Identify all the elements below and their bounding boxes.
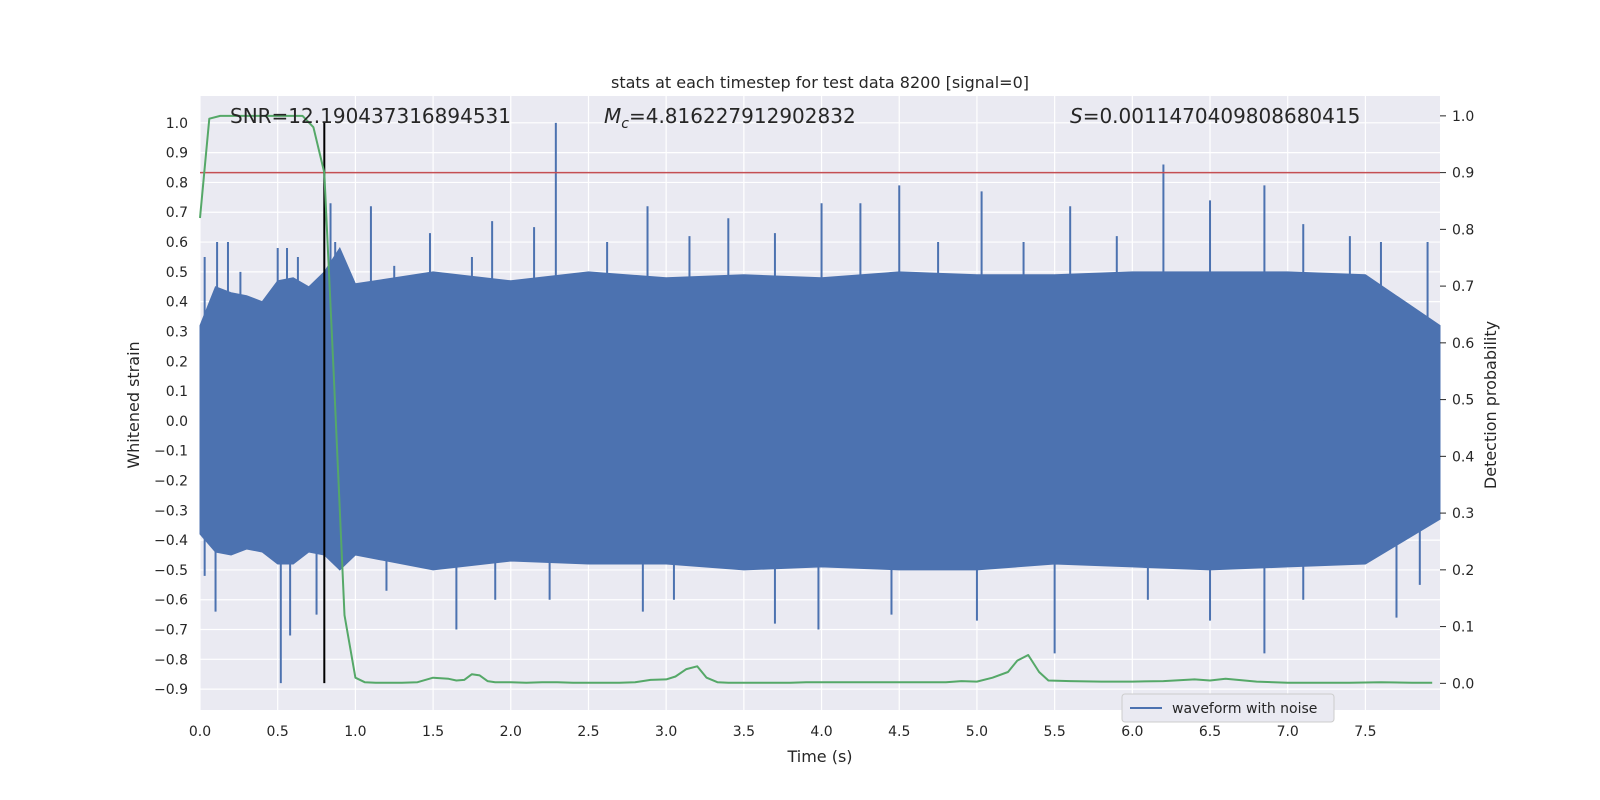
y-left-tick-label: 0.1 <box>166 384 188 400</box>
y-left-tick-label: 0.2 <box>166 354 188 370</box>
y-left-tick-label: 0.9 <box>166 146 188 162</box>
overlay-layer <box>200 122 1440 684</box>
legend-label-waveform: waveform with noise <box>1172 701 1317 717</box>
y-right-tick-label: 0.6 <box>1452 336 1474 352</box>
strain-series-layer <box>199 122 1441 684</box>
probability-line <box>199 114 1433 684</box>
y-right-axis-ticks: 1.0 0.9 0.8 0.7 0.6 0.5 0.4 0.3 0.2 0.1 0.0 <box>1440 109 1474 692</box>
y-left-tick-label: 0.4 <box>166 295 188 311</box>
y-left-tick-label: −0.4 <box>154 533 188 549</box>
x-tick-label: 2.5 <box>577 724 599 740</box>
y-right-tick-label: 0.8 <box>1452 222 1474 238</box>
y-left-tick-label: 0.8 <box>166 175 188 191</box>
x-tick-label: 3.0 <box>655 724 677 740</box>
y-left-tick-label: 0.3 <box>166 324 188 340</box>
y-left-tick-label: 0.6 <box>166 235 188 251</box>
x-tick-label: 5.5 <box>1044 724 1066 740</box>
y-left-tick-label: −0.5 <box>154 563 188 579</box>
x-tick-label: 4.0 <box>810 724 832 740</box>
x-axis-label: Time (s) <box>786 747 852 766</box>
y-left-tick-label: −0.3 <box>154 503 188 519</box>
x-tick-label: 4.5 <box>888 724 910 740</box>
chart-title: stats at each timestep for test data 820… <box>611 73 1029 92</box>
x-tick-label: 0.0 <box>189 724 211 740</box>
chirp-mass-annotation: Mc=4.816227912902832 <box>604 104 856 132</box>
y-right-tick-label: 1.0 <box>1452 109 1474 125</box>
y-left-tick-label: 0.7 <box>166 205 188 221</box>
y-right-tick-label: 0.5 <box>1452 393 1474 409</box>
y-right-tick-label: 0.9 <box>1452 166 1474 182</box>
legend: waveform with noise <box>1121 693 1335 723</box>
x-tick-label: 2.0 <box>500 724 522 740</box>
y-left-tick-label: 0.5 <box>166 265 188 281</box>
x-axis-ticks: 0.0 0.5 1.0 1.5 2.0 2.5 3.0 3.5 4.0 4.5 5.0 5.5 6.0 6… <box>189 724 1377 740</box>
y-left-tick-label: 1.0 <box>166 116 188 132</box>
y-right-tick-label: 0.0 <box>1452 676 1474 692</box>
snr-annotation: SNR=12.190437316894531 <box>230 104 511 128</box>
x-tick-label: 6.0 <box>1121 724 1143 740</box>
x-tick-label: 0.5 <box>267 724 289 740</box>
y-left-tick-label: −0.8 <box>154 652 188 668</box>
y-right-axis-label: Detection probability <box>1481 321 1500 489</box>
y-left-tick-label: −0.9 <box>154 682 188 698</box>
significance-value: =0.0011470409808680415 <box>1083 104 1361 128</box>
x-tick-label: 7.5 <box>1354 724 1376 740</box>
y-right-tick-label: 0.7 <box>1452 279 1474 295</box>
chirp-mass-subscript: c <box>621 116 629 132</box>
y-left-axis-ticks: 1.0 0.9 0.8 0.7 0.6 0.5 0.4 0.3 0.2 0.1 0.0 −0.1 −0.… <box>154 116 188 698</box>
y-left-tick-label: −0.6 <box>154 593 188 609</box>
y-right-tick-label: 0.4 <box>1452 449 1474 465</box>
chirp-mass-symbol: M <box>604 104 621 128</box>
legend-box <box>1121 693 1335 723</box>
x-tick-label: 5.0 <box>966 724 988 740</box>
x-tick-label: 1.0 <box>344 724 366 740</box>
y-left-tick-label: −0.2 <box>154 473 188 489</box>
y-left-tick-label: 0.0 <box>166 414 188 430</box>
x-tick-label: 7.0 <box>1277 724 1299 740</box>
y-right-tick-label: 0.2 <box>1452 563 1474 579</box>
y-right-tick-label: 0.1 <box>1452 620 1474 636</box>
y-left-tick-label: −0.7 <box>154 623 188 639</box>
x-tick-label: 3.5 <box>733 724 755 740</box>
x-tick-label: 1.5 <box>422 724 444 740</box>
y-left-tick-label: −0.1 <box>154 444 188 460</box>
y-left-axis-label: Whitened strain <box>124 341 143 468</box>
y-right-tick-label: 0.3 <box>1452 506 1474 522</box>
probability-series-layer <box>199 114 1433 684</box>
significance-symbol: S <box>1070 104 1083 128</box>
significance-annotation: S=0.0011470409808680415 <box>1070 104 1360 128</box>
x-tick-label: 6.5 <box>1199 724 1221 740</box>
chirp-mass-value: =4.816227912902832 <box>629 104 856 128</box>
